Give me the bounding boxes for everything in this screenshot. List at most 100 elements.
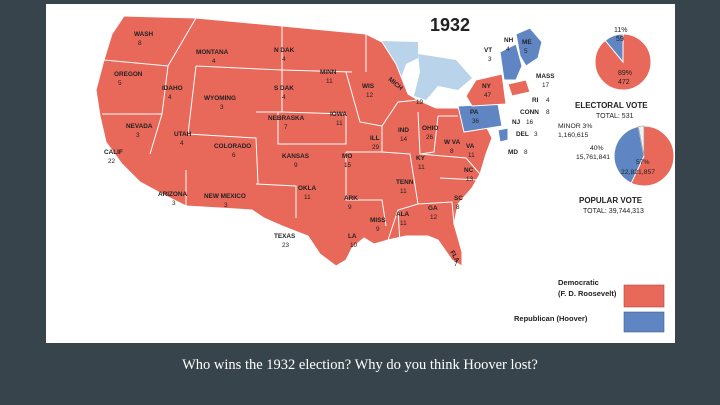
state-label: KY bbox=[416, 155, 426, 162]
state-ev: 19 bbox=[416, 99, 424, 106]
state-ev: 11 bbox=[304, 194, 311, 201]
state-ev: 15 bbox=[344, 162, 352, 169]
state-label: NY bbox=[482, 83, 492, 90]
state-ev: 3 bbox=[136, 132, 140, 139]
state-label: KANSAS bbox=[282, 153, 310, 160]
state-ev: 3 bbox=[534, 131, 538, 138]
state-label: S DAK bbox=[274, 85, 294, 92]
state-ev: 5 bbox=[118, 80, 122, 87]
electoral-rep-votes: 59 bbox=[616, 36, 624, 43]
legend-democratic-label: Democratic bbox=[558, 278, 599, 287]
slide-caption: Who wins the 1932 election? Why do you t… bbox=[182, 357, 538, 373]
state-label: SC bbox=[454, 195, 463, 202]
state-ev: 6 bbox=[232, 152, 236, 159]
map-year-title: 1932 bbox=[430, 15, 470, 35]
state-label: UTAH bbox=[174, 131, 192, 138]
state-ev: 8 bbox=[546, 109, 550, 116]
state-ev: 11 bbox=[468, 152, 475, 159]
state-ev: 22 bbox=[108, 158, 116, 165]
state-label: IOWA bbox=[330, 111, 347, 118]
state-ev: 17 bbox=[542, 82, 550, 89]
state-ev: 47 bbox=[484, 92, 492, 99]
state-label: MISS bbox=[370, 217, 386, 224]
election-map-image: WASH 8 OREGON 5 CALIF 22 NEVADA 3 IDAHO … bbox=[46, 4, 675, 343]
state-label: DEL bbox=[516, 131, 529, 138]
state-label: CONN bbox=[520, 109, 539, 116]
electoral-vote-pie: 11% 59 89% 472 ELECTORAL VOTE TOTAL: 531 bbox=[575, 27, 652, 120]
popular-rep-votes: 15,761,841 bbox=[576, 154, 610, 161]
state-ev: 8 bbox=[450, 148, 454, 155]
state-label: IDAHO bbox=[162, 85, 183, 92]
state-label: TENN bbox=[396, 179, 414, 186]
state-label: CALIF bbox=[104, 149, 123, 156]
state-label: PA bbox=[470, 109, 479, 116]
state-label: N DAK bbox=[274, 47, 295, 54]
state-label: OREGON bbox=[114, 71, 143, 78]
democratic-new-york bbox=[465, 73, 507, 107]
republican-maine bbox=[515, 27, 543, 67]
state-ev: 36 bbox=[472, 118, 480, 125]
state-ev: 11 bbox=[418, 164, 425, 171]
state-ev: 11 bbox=[326, 78, 333, 85]
state-label: LA bbox=[348, 233, 357, 240]
state-ev: 9 bbox=[348, 204, 352, 211]
popular-rep-pct: 40% bbox=[590, 145, 604, 152]
republican-vt-nh bbox=[499, 43, 523, 81]
state-ev: 9 bbox=[376, 226, 380, 233]
state-label: NEBRASKA bbox=[268, 115, 305, 122]
legend-democratic-swatch bbox=[623, 284, 665, 308]
popular-minor-votes: 1,160,615 bbox=[558, 132, 588, 139]
state-ev: 29 bbox=[372, 144, 380, 151]
state-ev: 7 bbox=[454, 261, 458, 268]
electoral-total: TOTAL: 531 bbox=[596, 113, 634, 120]
state-ev: 11 bbox=[400, 188, 407, 195]
state-ev: 14 bbox=[400, 136, 408, 143]
popular-dem-pct: 57% bbox=[636, 159, 650, 166]
state-label: NEW MEXICO bbox=[204, 193, 246, 200]
state-label: ARIZONA bbox=[158, 191, 187, 198]
state-ev: 26 bbox=[426, 134, 434, 141]
state-label: MONTANA bbox=[196, 49, 229, 56]
popular-minor-label: MINOR 3% bbox=[558, 123, 592, 130]
state-ev: 16 bbox=[526, 119, 534, 126]
legend: Democratic (F. D. Roosevelt) Republican … bbox=[514, 278, 665, 333]
state-ev: 12 bbox=[366, 92, 374, 99]
state-label: NH bbox=[504, 37, 514, 44]
republican-ct-de bbox=[497, 127, 509, 143]
state-ev: 12 bbox=[430, 214, 438, 221]
state-label: ALA bbox=[396, 211, 410, 218]
state-label: W VA bbox=[444, 139, 461, 146]
state-label: OKLA bbox=[298, 185, 316, 192]
state-label: VA bbox=[466, 143, 475, 150]
state-ev: 13 bbox=[466, 176, 474, 183]
popular-vote-pie: MINOR 3% 1,160,615 40% 15,761,841 57% 22… bbox=[558, 123, 675, 215]
state-label: OHIO bbox=[422, 125, 438, 132]
state-ev: 8 bbox=[456, 204, 460, 211]
state-ev: 4 bbox=[168, 94, 172, 101]
state-label: WYOMING bbox=[204, 95, 236, 102]
state-label: MO bbox=[342, 153, 352, 160]
state-ev: 4 bbox=[546, 97, 550, 104]
electoral-title: ELECTORAL VOTE bbox=[575, 101, 648, 110]
state-label: NEVADA bbox=[126, 123, 153, 130]
state-label: WIS bbox=[362, 83, 375, 90]
electoral-dem-pct: 89% bbox=[618, 70, 632, 77]
state-ev: 3 bbox=[488, 56, 492, 63]
map-svg: WASH 8 OREGON 5 CALIF 22 NEVADA 3 IDAHO … bbox=[46, 4, 675, 343]
state-label: NJ bbox=[512, 119, 521, 126]
popular-dem-votes: 22,821,857 bbox=[621, 169, 655, 176]
state-ev: 8 bbox=[524, 149, 528, 156]
state-ev: 23 bbox=[282, 242, 290, 249]
state-ev: 4 bbox=[212, 58, 216, 65]
state-ev: 10 bbox=[350, 242, 358, 249]
state-label: GA bbox=[428, 205, 438, 212]
state-labels: WASH 8 OREGON 5 CALIF 22 NEVADA 3 IDAHO … bbox=[104, 31, 555, 268]
legend-republican-label: Republican (Hoover) bbox=[514, 314, 588, 323]
state-label: VT bbox=[484, 47, 492, 54]
state-label: WASH bbox=[134, 31, 154, 38]
state-ev: 4 bbox=[506, 46, 510, 53]
electoral-dem-votes: 472 bbox=[618, 79, 630, 86]
state-borders bbox=[102, 17, 481, 245]
state-label: ILL bbox=[370, 135, 380, 142]
state-ev: 9 bbox=[294, 162, 298, 169]
